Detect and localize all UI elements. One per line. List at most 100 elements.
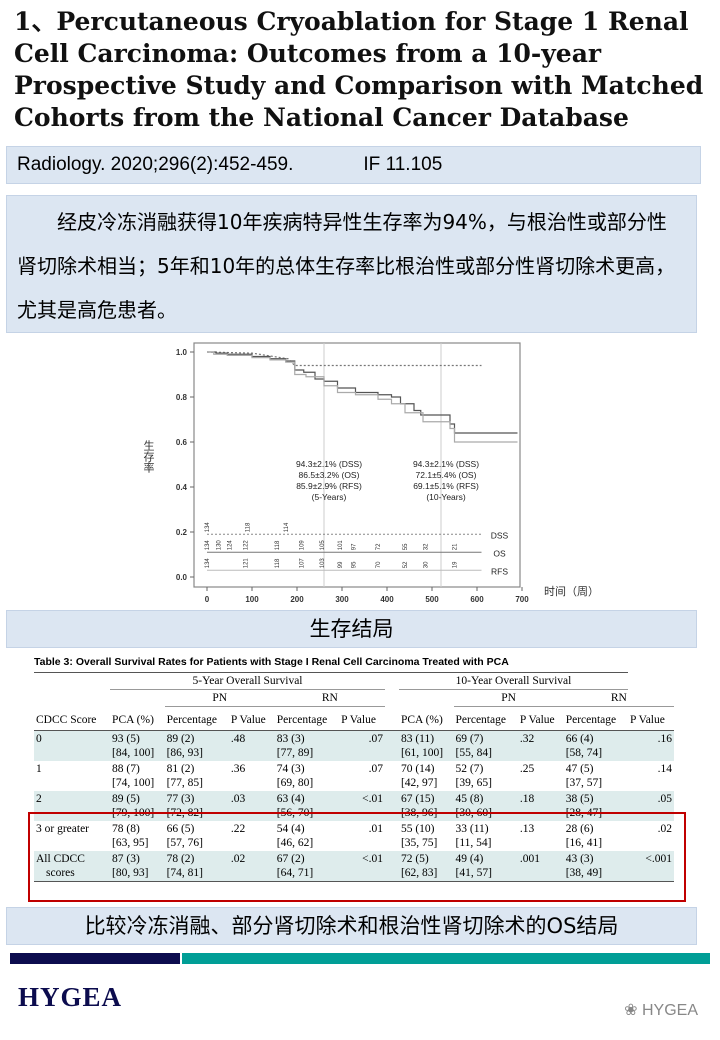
- cell-ci: [77, 89]: [276, 747, 314, 759]
- table-cell: 89 (2) [86, 93]: [164, 730, 229, 761]
- table-cell: 47 (5) [37, 57]: [564, 761, 628, 791]
- table-cell: 45 (8) [30, 60]: [453, 791, 518, 821]
- at-risk-count: 32: [423, 543, 429, 550]
- cell-value: 0: [36, 733, 42, 745]
- cell-value: 28 (6): [565, 823, 594, 835]
- cell-value: 66 (4): [565, 733, 594, 745]
- cell-value: .13: [519, 823, 535, 835]
- table-cell: 78 (2) [74, 81]: [164, 851, 229, 882]
- table-cell: 55 (10) [35, 75]: [399, 821, 454, 851]
- cell-value: .001: [519, 853, 540, 865]
- at-risk-count: 122: [243, 540, 249, 551]
- table-cell: 3 or greater: [34, 821, 110, 851]
- cell-value: 1: [36, 763, 42, 775]
- cell-ci: [42, 97]: [400, 777, 438, 789]
- x-tick-label: 400: [380, 595, 394, 604]
- table-cell: 28 (6) [16, 41]: [564, 821, 628, 851]
- at-risk-count: 70: [376, 561, 382, 568]
- annotation-text: 86.5±3.2% (OS): [299, 470, 360, 480]
- table-cell: 70 (14) [42, 97]: [399, 761, 454, 791]
- table-cell: <.01: [339, 791, 385, 821]
- at-risk-count: 21: [453, 543, 459, 550]
- table-cell: <.001: [628, 851, 674, 882]
- journal-citation: Radiology. 2020;296(2):452-459.: [17, 154, 294, 175]
- cell-ci: [46, 62]: [276, 837, 314, 849]
- cell-value: .02: [657, 823, 672, 835]
- at-risk-label: RFS: [491, 566, 508, 576]
- cell-value: .05: [657, 793, 672, 805]
- cell-value: 38 (5): [565, 793, 594, 805]
- highlight-box: [28, 812, 686, 902]
- at-risk-count: 109: [300, 540, 306, 551]
- cell-value: .07: [368, 763, 383, 775]
- at-risk-count: 118: [275, 558, 281, 568]
- cell-ci: [35, 75]: [400, 837, 438, 849]
- cell-ci: [69, 80]: [276, 777, 314, 789]
- table-cell: 33 (11) [11, 54]: [454, 821, 518, 851]
- impact-factor: IF 11.105: [363, 154, 443, 175]
- cell-ci: [74, 100]: [112, 777, 155, 789]
- table-caption: Table 3: Overall Survival Rates for Pati…: [34, 656, 509, 668]
- table-cell: .32: [517, 730, 564, 761]
- corner: [34, 672, 111, 690]
- cell-ci: scores: [46, 867, 75, 879]
- cell-value: 47 (5): [565, 763, 594, 775]
- table-cell: 72 (5) [62, 83]: [398, 851, 454, 882]
- cell-value: .14: [657, 763, 672, 775]
- y-tick-label: 0.4: [176, 483, 188, 492]
- column-header: PCA (%): [110, 706, 165, 731]
- table-cell: 83 (3) [77, 89]: [274, 730, 340, 761]
- cell-value: 74 (3): [276, 763, 305, 775]
- hygea-logo: HYGEA: [18, 982, 123, 1012]
- cell-value: 81 (2): [166, 763, 195, 775]
- slide-title: 1、Percutaneous Cryoablation for Stage 1 …: [14, 7, 704, 132]
- table-cell: .16: [628, 730, 674, 761]
- cell-value: 83 (11): [400, 733, 435, 745]
- cell-ci: [16, 41]: [565, 837, 603, 849]
- at-risk-count: 107: [300, 558, 306, 569]
- table-cell: 2: [34, 791, 111, 821]
- spacer: [384, 672, 399, 690]
- table-cell: .13: [518, 821, 564, 851]
- table-cell: All CDCC scores: [34, 851, 111, 882]
- cell-value: 52 (7): [455, 763, 484, 775]
- table-cell: .25: [518, 761, 564, 791]
- table-cell: 83 (11) [61, 100]: [398, 730, 454, 761]
- table-cell: .48: [228, 730, 275, 761]
- survival-curve-rfs: [207, 351, 518, 443]
- cell-ci: [63, 95]: [112, 837, 149, 849]
- column-header: P Value: [517, 706, 564, 731]
- table-cell: .36: [229, 761, 275, 791]
- at-risk-count: 103: [320, 558, 326, 569]
- cell-value: 43 (3): [565, 853, 594, 865]
- cell-value: 54 (4): [276, 823, 305, 835]
- table-cell: 93 (5) [84, 100]: [110, 730, 165, 761]
- x-tick-label: 700: [515, 595, 529, 604]
- cell-value: All CDCC: [36, 853, 85, 865]
- survival-chart: 0 100 200 300 400 500 600 700 0.0 0.2 0.4 0.6 0.8 1.0…: [142, 342, 599, 604]
- sub-header: RN: [563, 689, 674, 707]
- table-cell: .07: [339, 730, 385, 761]
- column-header: PCA (%): [398, 706, 454, 731]
- cell-ci: [37, 57]: [565, 777, 603, 789]
- cell-value: 78 (8): [112, 823, 140, 835]
- table-cell: 88 (7) [74, 100]: [110, 761, 165, 791]
- at-risk-count: 114: [284, 522, 290, 532]
- table-cell: .03: [228, 791, 275, 821]
- x-tick-label: 200: [290, 595, 304, 604]
- at-risk-count: 134: [205, 540, 211, 551]
- watermark: ❀ HYGEA: [624, 1002, 698, 1019]
- table-cell: .18: [517, 791, 564, 821]
- cell-ci: [38, 49]: [565, 867, 603, 879]
- x-tick-label: 500: [425, 595, 439, 604]
- survival-curve-os: [207, 351, 518, 434]
- citation-bar: Radiology. 2020;296(2):452-459. IF 11.105: [6, 146, 701, 184]
- annotation-text: 94.3±2.1% (DSS): [296, 459, 362, 469]
- table-cell: 66 (4) [58, 74]: [563, 730, 629, 761]
- table-cell: 87 (3) [80, 93]: [110, 851, 165, 882]
- section-label: 生存结局: [6, 610, 697, 648]
- cell-ci: [86, 93]: [166, 747, 204, 759]
- table-cell: .02: [228, 851, 275, 882]
- sub-header: PN: [164, 689, 275, 707]
- column-header: P Value: [628, 706, 674, 731]
